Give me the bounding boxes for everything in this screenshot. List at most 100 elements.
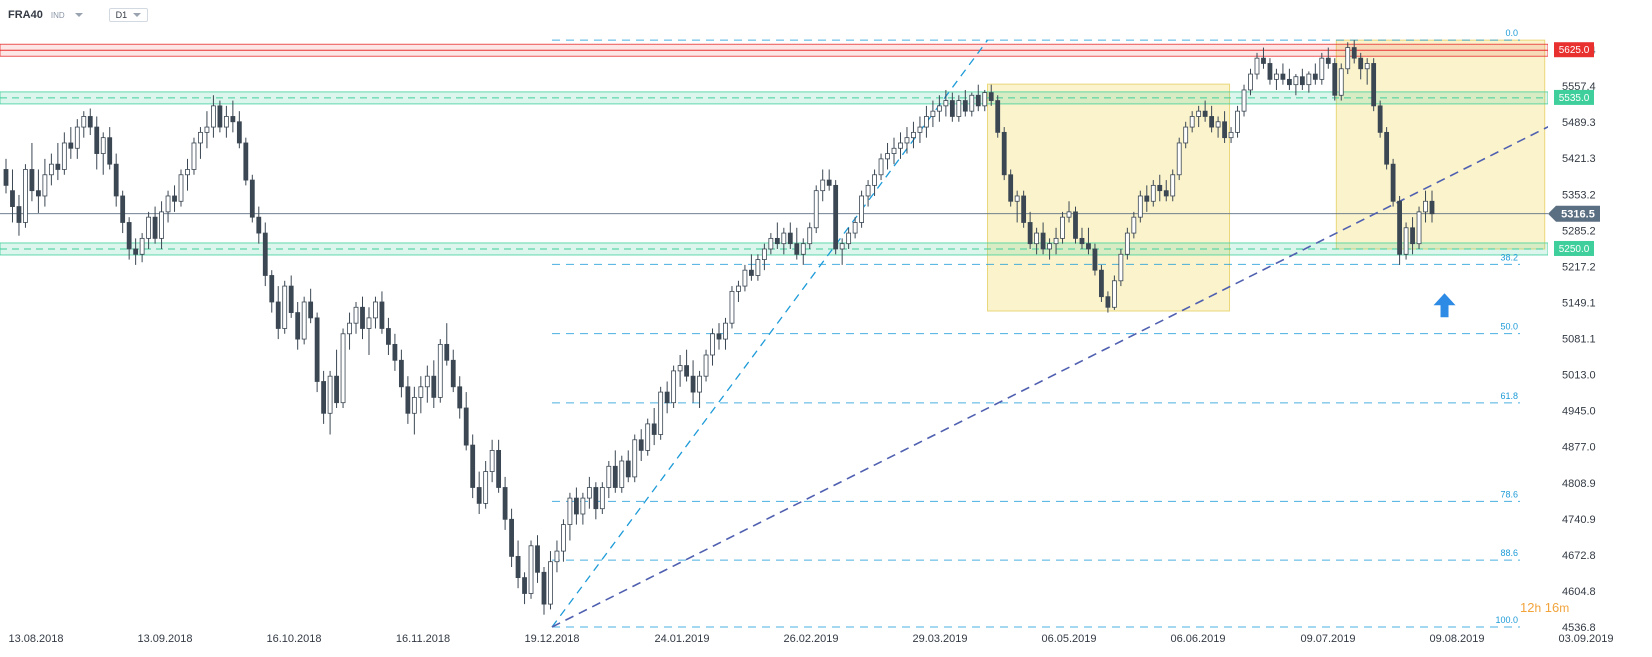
candle-body bbox=[444, 343, 450, 361]
symbol-dropdown-icon[interactable] bbox=[74, 13, 83, 17]
candle-body bbox=[561, 524, 566, 552]
y-tick-label: 5489.3 bbox=[1562, 117, 1596, 129]
candle-body bbox=[800, 243, 806, 255]
candle-body bbox=[10, 190, 15, 207]
candle-body bbox=[1202, 110, 1208, 117]
candle-body bbox=[619, 460, 625, 488]
candle-body bbox=[61, 142, 67, 170]
candle-body bbox=[87, 116, 93, 128]
candle-body bbox=[353, 306, 359, 324]
candle-body bbox=[198, 131, 203, 144]
candle-body bbox=[982, 92, 988, 107]
x-tick-label: 29.03.2019 bbox=[912, 633, 967, 645]
y-tick-label: 5421.3 bbox=[1562, 153, 1596, 165]
candle-body bbox=[755, 259, 761, 276]
candle-body bbox=[716, 333, 722, 340]
candle-body bbox=[204, 126, 210, 133]
candle-body bbox=[139, 237, 145, 255]
candle-body bbox=[859, 195, 864, 223]
candle-body bbox=[223, 116, 229, 128]
y-tick-label: 4536.8 bbox=[1562, 622, 1596, 634]
candle-body bbox=[1137, 195, 1143, 218]
current-price-label: 5316.5 bbox=[1561, 209, 1595, 221]
candle-body bbox=[839, 243, 845, 250]
candle-body bbox=[470, 444, 476, 488]
symbol-label[interactable]: FRA40 bbox=[8, 9, 43, 21]
candle-body bbox=[23, 169, 28, 223]
candle-body bbox=[1001, 131, 1007, 176]
candle-body bbox=[450, 359, 456, 388]
candle-body bbox=[1150, 184, 1156, 202]
candle-body bbox=[236, 121, 242, 144]
candle-body bbox=[761, 248, 767, 260]
candle-body bbox=[1364, 63, 1370, 70]
candle-body bbox=[664, 391, 670, 404]
candle-body bbox=[1222, 121, 1227, 139]
candle-body bbox=[606, 465, 612, 488]
candle-body bbox=[729, 290, 735, 324]
candle-body bbox=[502, 487, 508, 520]
current-price-badge bbox=[1548, 205, 1600, 222]
candle-body bbox=[405, 386, 411, 414]
candle-body bbox=[1338, 68, 1344, 96]
candle-body bbox=[321, 381, 327, 414]
candle-body bbox=[152, 216, 158, 239]
x-tick-label: 03.09.2019 bbox=[1558, 633, 1613, 645]
candle-body bbox=[1235, 110, 1240, 133]
candle-body bbox=[1423, 200, 1428, 213]
candle-body bbox=[126, 222, 132, 250]
candle-body bbox=[1196, 110, 1202, 117]
candle-body bbox=[1377, 105, 1383, 133]
x-tick-label: 16.11.2018 bbox=[396, 633, 450, 645]
candle-body bbox=[1274, 73, 1279, 80]
candle-body bbox=[159, 211, 164, 239]
candle-body bbox=[243, 142, 249, 181]
candle-body bbox=[100, 137, 106, 154]
candle-body bbox=[826, 179, 832, 186]
chart-toolbar: FRA40 IND D1 bbox=[8, 8, 149, 22]
candle-body bbox=[677, 365, 683, 372]
candle-body bbox=[885, 153, 890, 160]
candle-body bbox=[567, 497, 573, 525]
timeframe-select[interactable]: D1 bbox=[108, 8, 149, 22]
candle-body bbox=[120, 195, 126, 223]
candle-body bbox=[684, 365, 689, 377]
candle-body bbox=[658, 391, 664, 435]
candle-body bbox=[541, 571, 547, 605]
fib-label-100.0: 100.0 bbox=[1495, 615, 1518, 625]
candle-body bbox=[723, 322, 728, 340]
y-tick-label: 4604.8 bbox=[1562, 586, 1596, 598]
candle-body bbox=[29, 169, 35, 192]
fib-label-78.6: 78.6 bbox=[1500, 489, 1518, 499]
candle-body bbox=[846, 232, 852, 245]
level-badge-label: 5250.0 bbox=[1559, 244, 1590, 255]
candle-body bbox=[1086, 243, 1091, 250]
y-tick-label: 5149.1 bbox=[1562, 297, 1596, 309]
candle-body bbox=[580, 497, 586, 515]
candle-body bbox=[373, 301, 378, 319]
candle-body bbox=[398, 359, 404, 388]
x-tick-label: 24.01.2019 bbox=[654, 633, 709, 645]
candle-body bbox=[781, 232, 787, 245]
support-trendline bbox=[551, 122, 1557, 628]
candle-body bbox=[1163, 190, 1169, 197]
candle-body bbox=[1228, 131, 1234, 139]
candle-body bbox=[230, 116, 236, 123]
y-tick-label: 5353.2 bbox=[1562, 189, 1596, 201]
candle-body bbox=[457, 386, 463, 409]
candle-body bbox=[794, 243, 800, 255]
x-tick-label: 16.10.2018 bbox=[266, 633, 321, 645]
candle-body bbox=[742, 269, 748, 287]
chevron-down-icon bbox=[133, 13, 142, 17]
candle-body bbox=[1060, 216, 1065, 239]
candle-body bbox=[1027, 222, 1033, 245]
candle-body bbox=[327, 375, 333, 414]
candle-body bbox=[671, 370, 677, 404]
candle-body bbox=[645, 423, 651, 451]
candle-body bbox=[1111, 280, 1117, 308]
candle-body bbox=[1183, 126, 1189, 144]
candle-body bbox=[1384, 131, 1390, 165]
candle-body bbox=[217, 105, 223, 128]
candle-body bbox=[1131, 216, 1137, 234]
